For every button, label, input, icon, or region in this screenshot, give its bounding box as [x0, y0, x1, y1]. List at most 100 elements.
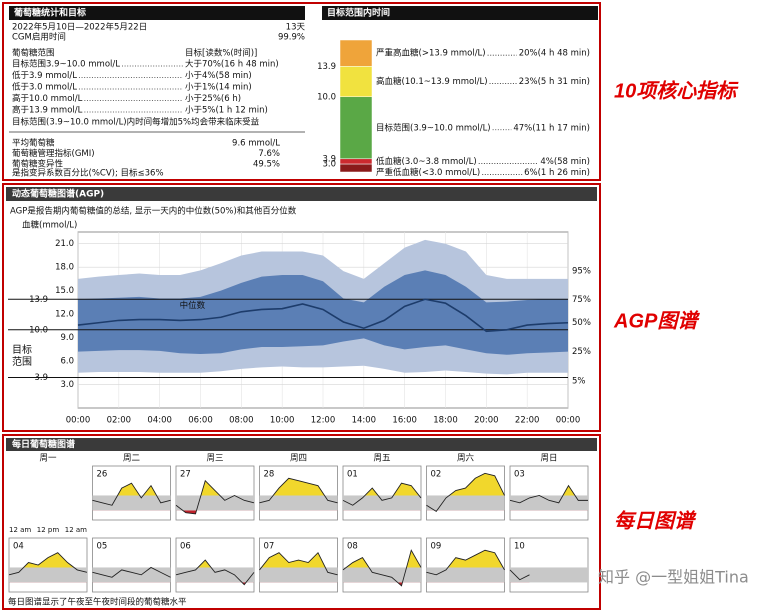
y-tick-label: 18.0: [55, 263, 74, 273]
daily-header: [6, 438, 597, 451]
x-tick-label: 22:00: [515, 416, 540, 426]
glucose-line: [92, 482, 171, 506]
x-tick-label: 12:00: [311, 416, 336, 426]
x-tick-label: 00:00: [66, 416, 91, 426]
days: 13天: [286, 23, 306, 33]
target-band: [92, 495, 171, 511]
weekday: 周四: [290, 454, 307, 464]
day-cell: [509, 537, 589, 593]
tir-label: 高血糖(10.1~13.9 mmol/L): [376, 76, 488, 87]
target-label: 高于13.9 mmol/L: [12, 105, 83, 116]
x-tick-label: 00:00: [556, 416, 581, 426]
weekday: 周六: [457, 453, 475, 464]
day-cell: [509, 465, 589, 521]
weekday: 周日: [540, 454, 557, 464]
tir-segment: [339, 66, 373, 98]
daily-title: 每日葡萄糖图谱: [12, 438, 75, 450]
tir-value-label: 47%(11 h 17 min): [513, 123, 590, 133]
tir-boundary-label: 13.9: [317, 62, 336, 72]
stats-title: 葡萄糖统计和目标: [13, 7, 86, 19]
glucose-line: [426, 472, 505, 513]
y-tick-label: 21.0: [55, 239, 74, 249]
tir-segment: [339, 163, 373, 173]
target-band: [176, 567, 254, 583]
agp-header: [6, 187, 597, 201]
x-tick-label: 16:00: [392, 416, 417, 426]
y-axis-title: 血糖(mmol/L): [22, 220, 77, 231]
tir-label: 目标范围(3.9~10.0 mmol/L): [376, 122, 491, 133]
high-area: [343, 550, 421, 568]
day-cell: [92, 537, 171, 593]
tir-boundary-label: 3.9: [322, 154, 336, 164]
target-band: [259, 567, 338, 583]
stats-header: [9, 6, 305, 20]
tir-value-label: 6%(1 h 26 min): [524, 168, 590, 178]
x-tick-label: 10:00: [270, 416, 295, 426]
day-label: 05: [97, 542, 108, 552]
x-tick-label: 14:00: [352, 416, 377, 426]
watermark: 知乎 @一型姐姐Tina: [598, 568, 749, 587]
panel-agp: [2, 183, 601, 432]
day-label: 27: [180, 470, 191, 480]
day-label: 08: [347, 542, 358, 552]
target-label: 目标范围3.9~10.0 mmol/L: [12, 59, 120, 70]
tir-title: 目标范围内时间: [327, 7, 390, 19]
cv-note: 是指变异系数百分比(%CV); 目标≤36%: [12, 168, 164, 179]
day-label: 06: [180, 542, 191, 552]
tir-label: 低血糖(3.0~3.8 mmol/L): [376, 156, 477, 167]
x-tick-label: 04:00: [147, 416, 172, 426]
percentile-label: 50%: [572, 318, 591, 328]
weekday: 周三: [206, 454, 223, 464]
metric-value: 49.5%: [253, 160, 280, 170]
glucose-line: [342, 482, 422, 506]
side-label: AGP图谱: [613, 309, 700, 332]
cgm-label: CGM启用时间: [12, 32, 66, 43]
metric-value: 7.6%: [258, 149, 280, 159]
y-tick-label: 9.0: [60, 333, 74, 343]
target-header: 目标[读数%(时间)]: [185, 48, 257, 59]
glucose-line: [259, 477, 338, 504]
target-band: [176, 495, 254, 511]
x-tick-label: 18:00: [433, 416, 458, 426]
period: 2022年5月10日—2022年5月22日: [12, 22, 147, 33]
tir-boundary-label: 3.0: [322, 160, 336, 170]
percentile-label: 25%: [572, 347, 591, 357]
target-band: [9, 567, 87, 583]
y-tick-label: 3.0: [60, 380, 74, 390]
x-tick-label: 06:00: [188, 416, 213, 426]
target-label: 低于3.0 mmol/L: [12, 82, 77, 93]
day-label: 03: [514, 470, 525, 480]
day-label: 01: [347, 470, 358, 480]
weekday: 周一: [39, 454, 57, 464]
glucose-line: [259, 551, 338, 576]
metric-label: 平均葡萄糖: [12, 138, 55, 149]
tir-label: 严重低血糖(<3.0 mmol/L): [376, 167, 480, 178]
target-label: 高于10.0 mmol/L: [12, 93, 83, 104]
percentile-label: 75%: [572, 295, 591, 305]
day-label: 04: [13, 542, 24, 552]
tir-value-label: 20%(4 h 48 min): [519, 49, 590, 59]
x-tick-label: 20:00: [474, 416, 499, 426]
time-label: 12 am: [65, 526, 87, 534]
tir-value-label: 23%(5 h 31 min): [519, 77, 590, 87]
time-label: 12 pm: [37, 526, 60, 534]
high-area: [9, 552, 87, 568]
tir-label: 严重高血糖(>13.9 mmol/L): [376, 48, 486, 59]
side-label: 10项核心指标: [614, 79, 739, 102]
high-area: [449, 473, 505, 496]
day-label: 10: [514, 542, 525, 552]
target-label: 低于3.9 mmol/L: [12, 70, 77, 81]
percentile-label: 5%: [572, 376, 586, 386]
target-band: [510, 495, 588, 511]
glucose-line: [509, 569, 530, 581]
high-area: [273, 478, 325, 496]
day-cell: [175, 537, 255, 593]
stats-note: 目标范围(3.9~10.0 mmol/L)内时间每增加5%均会带来临床受益: [12, 117, 260, 128]
cgm-value: 99.9%: [278, 33, 305, 43]
tir-segment: [339, 158, 373, 165]
day-label: 28: [264, 470, 275, 480]
y-tick-label: 15.0: [55, 286, 74, 296]
daily-footer: 每日图谱显示了午夜至午夜时间段的葡萄糖水平: [8, 597, 187, 608]
range-header: 葡萄糖范围: [12, 48, 55, 59]
